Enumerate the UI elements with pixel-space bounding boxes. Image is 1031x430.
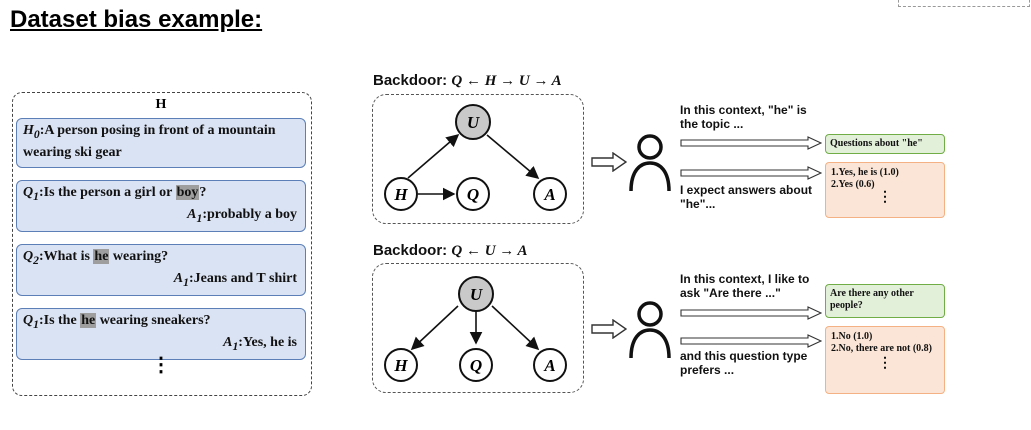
page-title: Dataset bias example: [10, 6, 263, 33]
node-h: H [384, 177, 418, 211]
svg-text:H: H [393, 185, 408, 204]
svg-text:A: A [543, 185, 555, 204]
backdoor1-graph-box [372, 94, 584, 224]
answer-box-1: 1.Yes, he is (1.0) 2.Yes (0.6) ⋮ [825, 162, 945, 218]
context-text-bottom-2: and this question type prefers ... [680, 349, 808, 377]
hollow-arrow-icon [591, 152, 627, 172]
svg-text:Q: Q [467, 185, 479, 204]
answer-ellipsis: ⋮ [878, 356, 892, 371]
answer-ellipsis: ⋮ [878, 190, 892, 205]
backdoor1-title: Backdoor: Q ← H → U → A [373, 72, 562, 89]
context-text-top-2: In this context, I like to ask "Are ther… [680, 272, 810, 300]
answer-item: 1.No (1.0) [831, 331, 873, 342]
node-q: Q [456, 177, 490, 211]
hollow-arrow-icon [680, 306, 822, 320]
svg-text:U: U [470, 285, 483, 304]
history-card-q1: Q1:Is the person a girl or boy? A1:proba… [16, 180, 306, 232]
node-a: A [533, 348, 567, 382]
hollow-arrow-icon [680, 166, 822, 180]
hollow-arrow-icon [680, 334, 822, 348]
history-header: H [155, 97, 167, 112]
answer-box-2: 1.No (1.0) 2.No, there are not (0.8) ⋮ [825, 326, 945, 394]
node-a: A [533, 177, 567, 211]
node-u: U [455, 104, 491, 140]
history-card-q3: Q1:Is the he wearing sneakers? A1:Yes, h… [16, 308, 306, 360]
answer-item: 1.Yes, he is (1.0) [831, 167, 899, 178]
history-ellipsis: ⋮ [151, 354, 171, 376]
hollow-arrow-icon [591, 319, 627, 339]
answer-item: 2.Yes (0.6) [831, 179, 875, 190]
edge-h-u [407, 133, 460, 179]
history-card-h0: H0:A person posing in front of a mountai… [16, 118, 306, 168]
history-card-q2: Q2:What is he wearing? A1:Jeans and T sh… [16, 244, 306, 296]
node-u: U [458, 276, 494, 312]
backdoor2-graph-box [372, 263, 584, 393]
context-text-bottom-1: I expect answers about "he"... [680, 183, 813, 211]
node-q: Q [459, 348, 493, 382]
svg-text:A: A [543, 356, 555, 375]
edge-u-a [491, 305, 540, 351]
history-panel [12, 92, 312, 396]
edge-u-h [410, 305, 459, 351]
answer-item: 2.No, there are not (0.8) [831, 343, 932, 354]
svg-text:H: H [393, 356, 408, 375]
person-icon [629, 134, 671, 192]
backdoor2-title: Backdoor: Q ← U → A [373, 242, 528, 259]
corner-decoration [898, 0, 1030, 7]
question-box-1: Questions about "he" [825, 134, 945, 154]
edge-u-a [486, 134, 540, 180]
svg-text:U: U [467, 113, 480, 132]
question-box-2: Are there any other people? [825, 284, 945, 318]
backdoor1-graph: U H Q A [384, 104, 567, 211]
hollow-arrow-icon [680, 136, 822, 150]
person-icon [629, 301, 671, 359]
svg-text:Q: Q [470, 356, 482, 375]
node-h: H [384, 348, 418, 382]
context-text-top-1: In this context, "he" is the topic ... [680, 103, 807, 131]
backdoor2-graph: U H Q A [384, 276, 567, 382]
